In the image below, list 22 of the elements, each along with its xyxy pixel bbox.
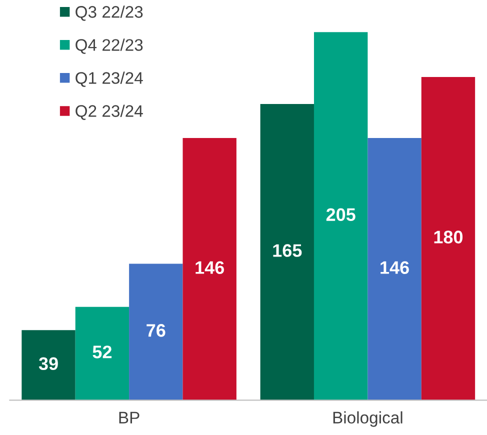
x-tick-label: Biological: [333, 411, 402, 427]
data-label: 165: [273, 244, 302, 257]
bar: [182, 138, 236, 400]
x-tick-label: BP: [119, 412, 140, 424]
bar: [75, 306, 130, 400]
bar: [129, 264, 183, 400]
legend-label: Q1 23/24: [76, 72, 143, 87]
legend-label: Q4 22/23: [76, 38, 143, 54]
bar: [22, 330, 76, 400]
bar: [421, 77, 476, 400]
data-label: 205: [326, 208, 356, 222]
data-label: 76: [146, 324, 166, 337]
bar: [314, 32, 368, 400]
legend-label: Q3 22/23: [76, 6, 143, 21]
data-label: 180: [434, 230, 463, 244]
data-label: 146: [196, 261, 224, 274]
bar: [260, 104, 314, 400]
data-label: 39: [38, 357, 58, 370]
bar: [368, 138, 422, 400]
data-label: 146: [380, 261, 409, 274]
legend-label: Q2 23/24: [76, 104, 143, 120]
data-label: 52: [92, 346, 112, 358]
